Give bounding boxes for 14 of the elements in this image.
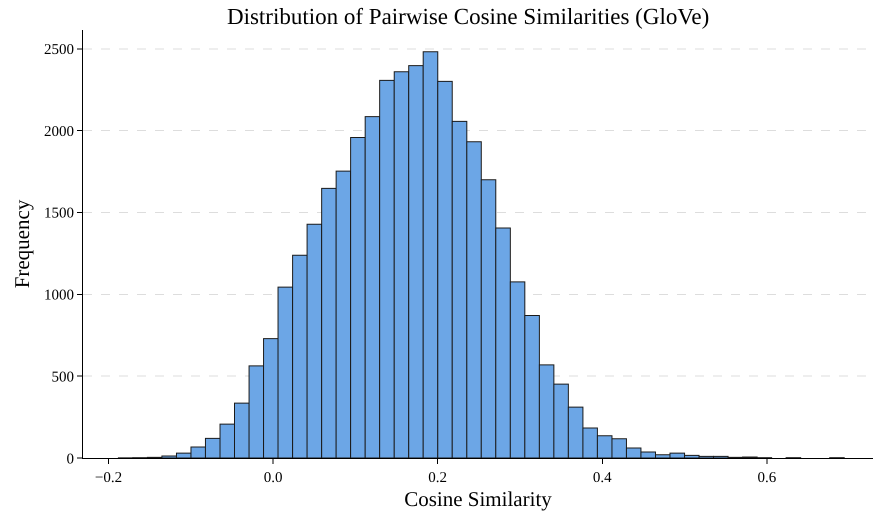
x-axis-title: Cosine Similarity — [404, 487, 552, 512]
chart-title: Distribution of Pairwise Cosine Similarities (GloVe) — [226, 4, 710, 29]
x-tick-label: 0.0 — [264, 470, 282, 486]
y-tick-label: 1500 — [44, 206, 74, 222]
y-axis-title: Frequency — [10, 199, 34, 288]
x-tick-label: 0.4 — [592, 470, 612, 486]
y-tick-label: 1000 — [44, 288, 74, 304]
y-tick-label: 2500 — [44, 42, 74, 58]
y-tick-label: 0 — [66, 451, 74, 468]
x-tick-label: −0.2 — [94, 470, 122, 486]
x-tick-label: 0.2 — [428, 470, 448, 486]
x-tick-label: 0.6 — [757, 470, 777, 486]
y-tick-label: 500 — [52, 369, 74, 386]
y-tick-label: 2000 — [44, 124, 74, 140]
